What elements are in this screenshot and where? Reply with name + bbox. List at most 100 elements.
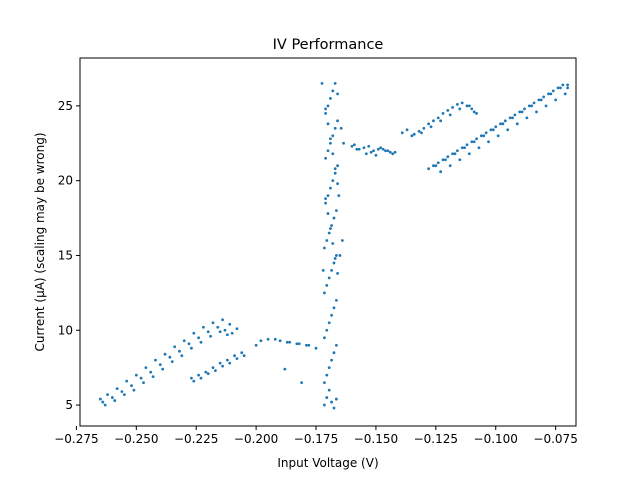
data-point: [187, 342, 191, 346]
data-point: [482, 134, 486, 138]
data-point: [333, 82, 337, 85]
data-point: [489, 128, 493, 132]
data-point: [566, 86, 570, 90]
data-point: [333, 257, 337, 260]
data-point: [330, 313, 333, 317]
data-point: [323, 336, 326, 340]
data-point: [436, 116, 440, 120]
data-point: [283, 367, 287, 371]
data-point: [254, 343, 258, 347]
data-point: [206, 330, 210, 334]
data-point: [199, 376, 203, 380]
data-point: [467, 104, 471, 108]
data-point: [199, 340, 203, 344]
data-point: [329, 227, 332, 230]
data-point: [340, 239, 344, 242]
data-point: [376, 147, 380, 151]
data-point: [451, 105, 454, 109]
data-point: [332, 406, 336, 410]
data-point: [323, 403, 326, 407]
data-point: [326, 212, 330, 215]
data-point: [369, 150, 373, 154]
data-point: [342, 141, 345, 145]
data-point: [532, 101, 536, 105]
data-point: [566, 83, 570, 87]
data-point: [106, 393, 109, 396]
data-point: [329, 141, 332, 145]
data-point: [206, 372, 210, 376]
data-point: [336, 164, 339, 168]
data-point: [439, 170, 443, 174]
data-point: [441, 111, 445, 115]
data-point: [520, 110, 524, 114]
data-point: [327, 276, 331, 280]
data-point: [278, 339, 282, 343]
data-point: [444, 158, 447, 162]
data-point: [381, 147, 385, 151]
data-point: [225, 358, 229, 362]
data-point: [549, 92, 553, 96]
data-point: [139, 376, 143, 380]
data-point: [477, 146, 481, 150]
y-tick-label: 15: [58, 248, 73, 262]
data-point: [432, 164, 435, 168]
data-point: [228, 322, 232, 326]
data-point: [393, 150, 397, 154]
data-point: [487, 140, 490, 144]
data-point: [379, 146, 383, 150]
data-point: [429, 125, 433, 129]
data-point: [221, 364, 224, 368]
data-point: [391, 152, 395, 156]
data-point: [470, 107, 474, 111]
data-point: [326, 104, 330, 108]
data-point: [235, 357, 239, 361]
data-point: [213, 369, 217, 373]
data-point: [324, 107, 327, 111]
data-point: [329, 186, 332, 190]
x-tick-label: −0.225: [174, 432, 218, 446]
data-point: [554, 98, 558, 102]
data-point: [472, 110, 476, 114]
data-point: [352, 143, 356, 147]
x-axis-label: Input Voltage (V): [277, 456, 378, 470]
data-point: [103, 403, 107, 407]
data-point: [218, 330, 222, 334]
data-point: [515, 122, 519, 126]
data-point: [475, 111, 478, 115]
data-point: [161, 367, 165, 371]
data-point: [331, 134, 335, 138]
data-point: [122, 393, 126, 396]
data-point: [427, 167, 431, 171]
data-point: [225, 333, 229, 337]
data-point: [330, 269, 333, 272]
data-point: [362, 146, 366, 150]
x-tick-label: −0.075: [533, 432, 577, 446]
data-point: [336, 92, 339, 96]
data-point: [535, 110, 538, 114]
data-point: [221, 318, 224, 322]
data-point: [180, 354, 184, 358]
data-point: [563, 92, 567, 96]
data-point: [374, 153, 378, 157]
data-point: [325, 239, 329, 242]
data-point: [451, 152, 454, 156]
data-point: [432, 119, 435, 123]
data-point: [339, 126, 343, 130]
data-point: [336, 182, 339, 186]
data-point: [332, 351, 336, 355]
data-point: [455, 102, 459, 106]
data-point: [144, 366, 148, 370]
data-point: [501, 122, 505, 126]
data-point: [240, 351, 244, 355]
data-point: [547, 92, 550, 96]
y-tick-label: 20: [58, 174, 73, 188]
y-ticks: 5 10 15 20 25: [58, 99, 80, 412]
data-point: [288, 340, 292, 344]
data-point: [320, 82, 324, 85]
data-point: [334, 343, 338, 347]
data-point: [453, 152, 457, 156]
data-point: [384, 149, 387, 153]
data-point: [417, 129, 421, 133]
